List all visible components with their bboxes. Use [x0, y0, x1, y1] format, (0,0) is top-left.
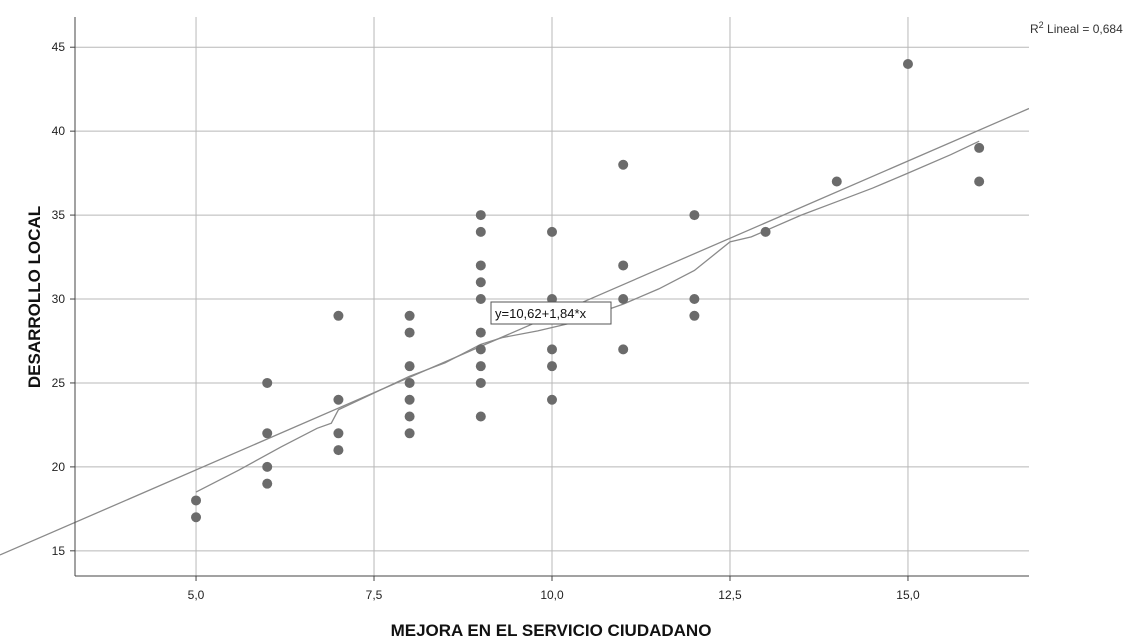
y-tick-label: 15	[52, 544, 66, 558]
data-point	[191, 495, 202, 506]
data-point	[618, 260, 629, 271]
data-point	[618, 294, 629, 305]
r-squared-prefix: R	[1030, 22, 1039, 36]
y-tick-label: 25	[52, 376, 66, 390]
data-point	[404, 394, 415, 405]
y-axis-title: DESARROLLO LOCAL	[25, 206, 44, 388]
fit-lines	[0, 107, 1029, 556]
x-tick-label: 15,0	[896, 588, 920, 602]
data-point	[547, 394, 557, 405]
data-point	[404, 310, 415, 321]
data-point	[974, 142, 985, 153]
equation-box	[490, 301, 612, 325]
grid-lines	[75, 17, 1029, 576]
r-squared-sup: 2	[1039, 20, 1044, 30]
equation-label: y=10,62+1,84*x	[490, 301, 612, 325]
data-point	[475, 344, 486, 355]
data-point	[475, 361, 486, 372]
data-point	[974, 176, 985, 187]
data-point	[404, 411, 415, 422]
y-tick-label: 20	[52, 460, 66, 474]
data-point	[475, 277, 486, 288]
data-point	[475, 327, 486, 338]
data-point	[689, 294, 700, 305]
data-point	[404, 361, 415, 372]
data-point	[262, 377, 273, 388]
x-tick-label: 12,5	[718, 588, 742, 602]
data-point	[262, 478, 273, 489]
r-squared-label: R2 Lineal = 0,684	[1030, 20, 1123, 36]
data-point	[333, 428, 344, 439]
data-point	[333, 310, 344, 321]
data-point	[333, 445, 344, 456]
y-tick-label: 40	[52, 124, 66, 138]
data-point	[547, 226, 557, 237]
axes	[70, 17, 1029, 581]
y-tick-labels: 15 20 25 30 35 40 45	[52, 40, 66, 558]
data-point	[475, 210, 486, 221]
data-point	[547, 361, 557, 372]
y-tick-label: 45	[52, 40, 66, 54]
y-tick-label: 30	[52, 292, 66, 306]
data-point	[547, 344, 557, 355]
data-point	[475, 226, 486, 237]
r-squared-rest: Lineal = 0,684	[1044, 22, 1123, 36]
data-point	[902, 59, 913, 70]
linear-fit-line	[0, 107, 1029, 556]
data-point	[262, 428, 273, 439]
data-point	[618, 159, 629, 170]
equation-text: y=10,62+1,84*x	[495, 306, 587, 321]
x-tick-labels: 5,0 7,5 10,0 12,5 15,0	[188, 588, 920, 602]
data-points	[191, 59, 985, 523]
data-point	[618, 344, 629, 355]
data-point	[475, 411, 486, 422]
data-point	[262, 461, 273, 472]
x-tick-label: 7,5	[366, 588, 383, 602]
x-tick-label: 5,0	[188, 588, 205, 602]
data-point	[475, 294, 486, 305]
data-point	[404, 327, 415, 338]
data-point	[475, 377, 486, 388]
data-point	[404, 377, 415, 388]
data-point	[191, 512, 202, 523]
data-point	[689, 210, 700, 221]
data-point	[333, 394, 344, 405]
data-point	[831, 176, 842, 187]
data-point	[404, 428, 415, 439]
data-point	[689, 310, 700, 321]
x-axis-title: MEJORA EN EL SERVICIO CIUDADANO	[391, 621, 712, 640]
y-tick-label: 35	[52, 208, 66, 222]
data-point	[760, 226, 771, 237]
data-point	[475, 260, 486, 271]
x-tick-label: 10,0	[540, 588, 564, 602]
